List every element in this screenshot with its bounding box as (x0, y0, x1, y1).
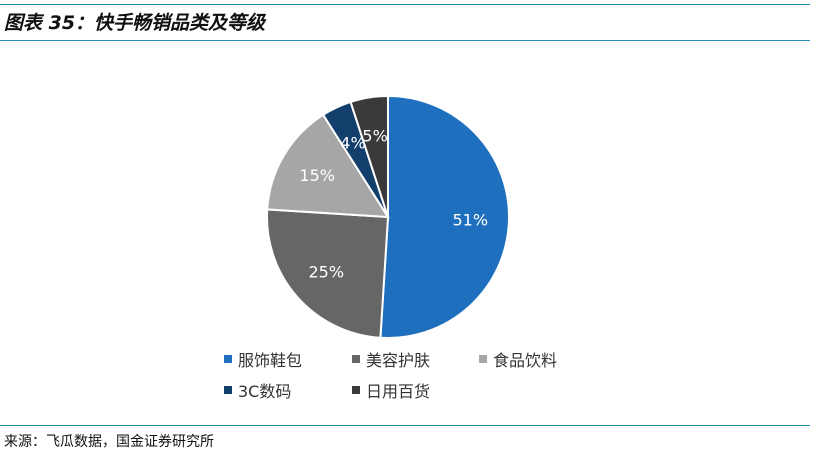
source-rule (0, 425, 810, 426)
title-rule (0, 40, 810, 41)
pie-label-3c: 4% (340, 134, 365, 153)
pie-slice-daily (349, 94, 389, 218)
pie-label-daily: 5% (362, 127, 387, 146)
pie-label-beauty: 25% (308, 262, 344, 281)
figure-title: 图表 35：快手畅销品类及等级 (4, 12, 266, 34)
pie-slice-food (266, 113, 390, 219)
top-rule (0, 4, 810, 5)
pie-slice-beauty (266, 208, 390, 339)
source-note: 来源：飞瓜数据，国金证券研究所 (4, 434, 214, 450)
pie-label-apparel: 51% (452, 211, 488, 230)
pie-chart: 51% 25% 15% 4%5% (266, 94, 511, 339)
pie-slice-apparel (379, 94, 511, 339)
pie-label-food: 15% (299, 166, 335, 185)
